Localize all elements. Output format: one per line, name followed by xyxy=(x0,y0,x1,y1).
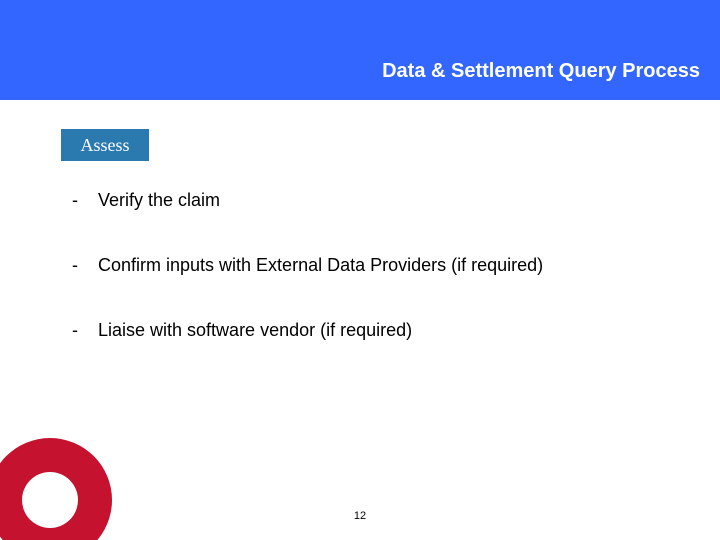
bullet-dash-icon: - xyxy=(72,190,98,211)
title-bar: Data & Settlement Query Process xyxy=(0,0,720,100)
page-number: 12 xyxy=(0,510,720,522)
bullet-text: Verify the claim xyxy=(98,190,672,211)
section-badge-label: Assess xyxy=(80,135,129,156)
bullet-text: Liaise with software vendor (if required… xyxy=(98,320,672,341)
list-item: -Liaise with software vendor (if require… xyxy=(72,320,672,341)
list-item: -Confirm inputs with External Data Provi… xyxy=(72,255,672,276)
logo-icon xyxy=(0,430,120,540)
section-badge: Assess xyxy=(60,128,150,162)
slide-title: Data & Settlement Query Process xyxy=(382,60,700,83)
bullet-list: -Verify the claim-Confirm inputs with Ex… xyxy=(72,190,672,341)
logo-svg xyxy=(0,430,120,540)
slide: Data & Settlement Query Process Assess -… xyxy=(0,0,720,540)
bullet-dash-icon: - xyxy=(72,255,98,276)
bullet-dash-icon: - xyxy=(72,320,98,341)
list-item: -Verify the claim xyxy=(72,190,672,211)
bullet-text: Confirm inputs with External Data Provid… xyxy=(98,255,672,276)
